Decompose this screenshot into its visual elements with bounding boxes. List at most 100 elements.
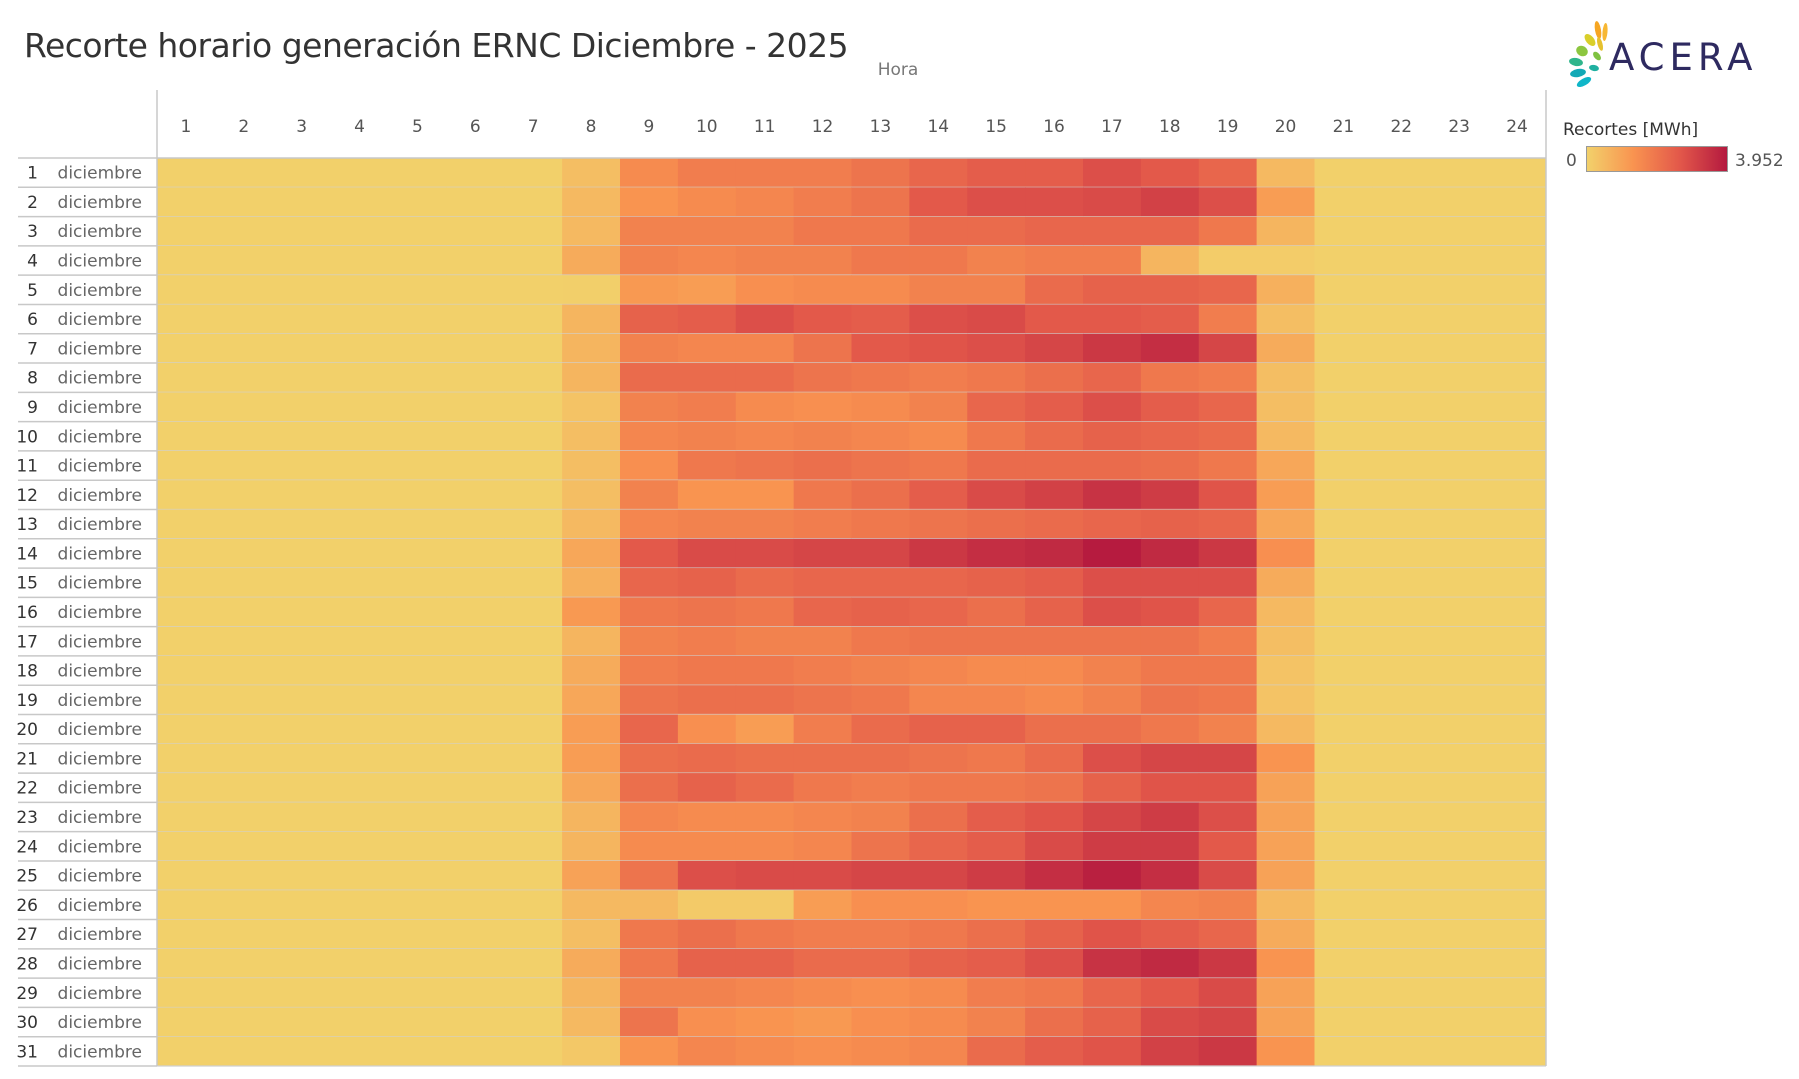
heatmap-cell <box>1488 743 1547 774</box>
y-tick-month-label: diciembre <box>58 779 142 799</box>
heatmap-cell <box>851 304 910 334</box>
heatmap-cell <box>1430 597 1489 627</box>
heatmap-cell <box>1025 802 1084 832</box>
heatmap-cell <box>562 538 621 569</box>
heatmap-cell <box>214 597 274 627</box>
heatmap-cell <box>330 890 389 920</box>
heatmap-cell <box>1372 304 1431 334</box>
heatmap-cell <box>272 773 332 803</box>
heatmap-cell <box>1198 333 1258 364</box>
heatmap-cell <box>1025 743 1084 774</box>
x-tick-label: 2 <box>238 117 249 137</box>
heatmap-cell <box>504 216 563 246</box>
heatmap-cell <box>388 216 447 246</box>
heatmap-cell <box>214 333 274 364</box>
x-tick-label: 22 <box>1390 117 1412 137</box>
heatmap-cell <box>620 773 679 803</box>
heatmap-cell <box>1198 568 1258 598</box>
heatmap-cell <box>330 363 389 393</box>
heatmap-cell <box>562 187 621 217</box>
heatmap-cell <box>1372 919 1431 949</box>
heatmap-cell <box>967 714 1026 744</box>
y-tick-day-label: 20 <box>16 720 38 740</box>
heatmap-cell <box>1083 1007 1142 1037</box>
heatmap-cell <box>1372 363 1431 393</box>
heatmap-cell <box>446 1007 505 1037</box>
heatmap-cell <box>1314 363 1373 393</box>
heatmap-cell <box>1140 392 1200 422</box>
heatmap-cell <box>1083 392 1142 422</box>
heatmap-cell <box>793 655 852 686</box>
heatmap-cell <box>735 275 795 305</box>
heatmap-cell <box>1372 802 1431 832</box>
heatmap-cell <box>1488 480 1547 510</box>
heatmap-cell <box>157 363 216 393</box>
heatmap-cell <box>157 245 216 276</box>
heatmap-cell <box>157 480 216 510</box>
x-tick-label: 13 <box>870 117 892 137</box>
heatmap-cell <box>909 831 968 861</box>
y-tick-month-label: diciembre <box>58 281 142 301</box>
heatmap-cell <box>620 568 679 598</box>
heatmap-cell <box>620 392 679 422</box>
heatmap-cell <box>330 275 389 305</box>
heatmap-cell <box>1025 509 1084 539</box>
heatmap-cell <box>446 392 505 422</box>
heatmap-cell <box>1256 304 1315 334</box>
y-tick-day-label: 22 <box>16 779 38 799</box>
heatmap-cell <box>1140 158 1200 188</box>
heatmap-cell <box>157 860 216 891</box>
heatmap-cell <box>1198 948 1258 979</box>
heatmap-cell <box>330 948 389 979</box>
heatmap-cell <box>1430 714 1489 744</box>
heatmap-cell <box>1083 831 1142 861</box>
heatmap-cell <box>330 685 389 715</box>
heatmap-cell <box>214 919 274 949</box>
heatmap-cell <box>1372 626 1431 656</box>
heatmap-cell <box>388 421 447 451</box>
heatmap-cell <box>157 978 216 1008</box>
heatmap-cell <box>735 509 795 539</box>
heatmap-cell <box>909 626 968 656</box>
heatmap-cell <box>1314 773 1373 803</box>
heatmap-cell <box>735 655 795 686</box>
heatmap-cell <box>909 158 968 188</box>
heatmap-cell <box>1488 363 1547 393</box>
heatmap-cell <box>388 773 447 803</box>
heatmap-cell <box>909 802 968 832</box>
heatmap-cell <box>735 538 795 569</box>
heatmap-cell <box>677 568 737 598</box>
heatmap-cell <box>388 158 447 188</box>
heatmap-cell <box>388 919 447 949</box>
heatmap-cell <box>909 392 968 422</box>
heatmap-cell <box>214 392 274 422</box>
heatmap-cell <box>562 1036 621 1066</box>
heatmap-cell <box>1256 655 1315 686</box>
heatmap-cell <box>1430 421 1489 451</box>
heatmap-cell <box>677 626 737 656</box>
heatmap-cell <box>1430 773 1489 803</box>
heatmap-cell <box>1140 890 1200 920</box>
heatmap-cell <box>909 860 968 891</box>
heatmap-cell <box>793 626 852 656</box>
heatmap-cell <box>620 538 679 569</box>
heatmap-cell <box>330 421 389 451</box>
heatmap-cell <box>1488 304 1547 334</box>
heatmap-cell <box>214 245 274 276</box>
heatmap-cell <box>1025 655 1084 686</box>
heatmap-cell <box>1372 216 1431 246</box>
y-tick-month-label: diciembre <box>58 749 142 769</box>
heatmap-cell <box>1025 1007 1084 1037</box>
heatmap-cell <box>1314 392 1373 422</box>
heatmap-cell <box>388 275 447 305</box>
heatmap-cell <box>504 568 563 598</box>
heatmap-cell <box>330 743 389 774</box>
heatmap-cell <box>1198 860 1258 891</box>
heatmap-cell <box>1488 187 1547 217</box>
heatmap-cell <box>793 831 852 861</box>
heatmap-cell <box>1140 978 1200 1008</box>
heatmap-cell <box>1314 158 1373 188</box>
heatmap-cell <box>620 304 679 334</box>
heatmap-cell <box>851 187 910 217</box>
heatmap-cell <box>272 948 332 979</box>
